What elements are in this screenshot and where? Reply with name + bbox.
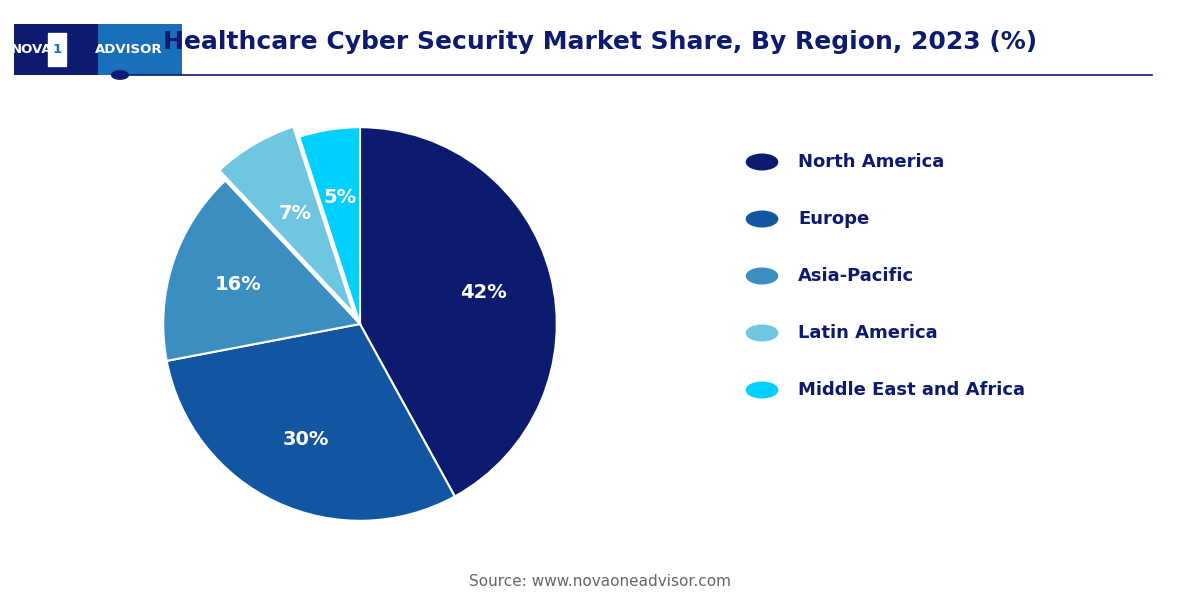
Wedge shape <box>360 127 557 496</box>
Text: Healthcare Cyber Security Market Share, By Region, 2023 (%): Healthcare Cyber Security Market Share, … <box>163 30 1037 54</box>
Text: 5%: 5% <box>324 188 356 207</box>
Text: ADVISOR: ADVISOR <box>95 43 162 56</box>
Text: 16%: 16% <box>215 275 262 294</box>
Text: Asia-Pacific: Asia-Pacific <box>798 267 914 285</box>
Text: 30%: 30% <box>282 430 329 449</box>
Text: Middle East and Africa: Middle East and Africa <box>798 381 1025 399</box>
Wedge shape <box>163 181 360 361</box>
Text: 1: 1 <box>53 43 62 56</box>
Text: North America: North America <box>798 153 944 171</box>
Text: Source: www.novaoneadvisor.com: Source: www.novaoneadvisor.com <box>469 575 731 589</box>
Text: NOVA: NOVA <box>11 43 52 56</box>
Wedge shape <box>167 324 455 521</box>
Bar <box>48 33 66 66</box>
Bar <box>98 24 182 75</box>
Wedge shape <box>220 127 354 314</box>
Bar <box>14 24 98 75</box>
Text: 7%: 7% <box>278 205 311 223</box>
Text: 42%: 42% <box>461 283 508 302</box>
Wedge shape <box>299 127 360 324</box>
Text: Europe: Europe <box>798 210 869 228</box>
Text: Latin America: Latin America <box>798 324 937 342</box>
